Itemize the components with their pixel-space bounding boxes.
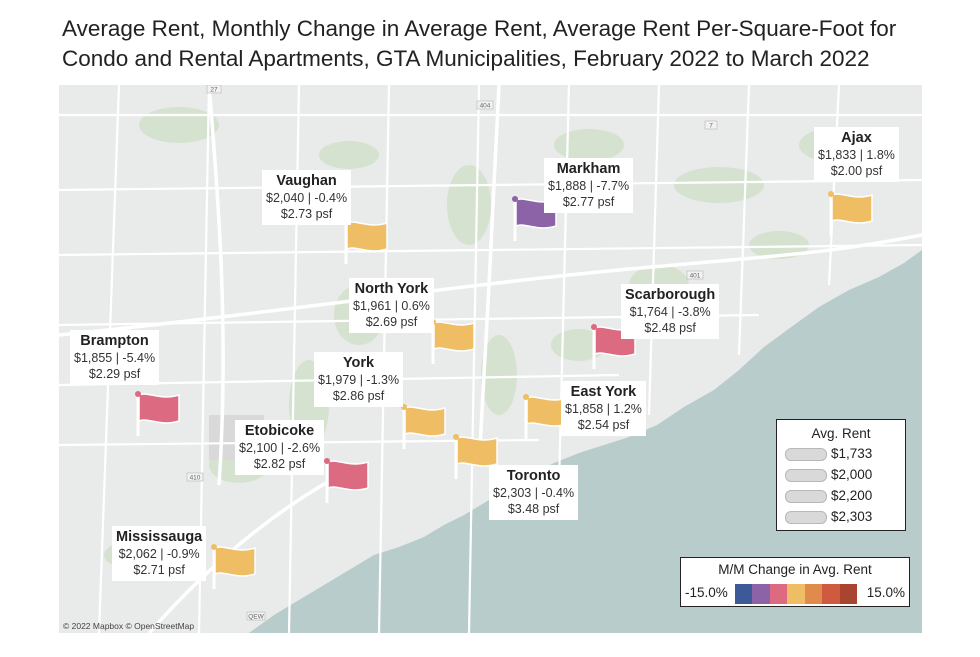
rent-and-change: $2,100 | -2.6% — [239, 441, 321, 455]
rent-and-change: $1,833 | 1.8% — [818, 148, 895, 162]
label-ajax: Ajax $1,833 | 1.8% $2.00 psf — [814, 127, 899, 182]
chart-title: Average Rent, Monthly Change in Average … — [62, 14, 942, 74]
color-ramp — [735, 584, 857, 604]
flag-shape — [138, 393, 180, 424]
ramp-swatch — [769, 584, 788, 604]
label-mississauga: Mississauga $2,062 | -0.9% $2.71 psf — [112, 526, 207, 581]
legend-rent-value: $1,733 — [831, 446, 873, 461]
shield-410: 410 — [190, 475, 201, 482]
rent-per-sqft: $2.73 psf — [280, 207, 333, 221]
rent-and-change: $1,979 | -1.3% — [318, 373, 400, 387]
rent-per-sqft: $2.48 psf — [644, 321, 696, 335]
size-swatch — [785, 510, 827, 524]
flag-mississauga[interactable] — [210, 543, 260, 593]
municipality-name: York — [342, 355, 375, 371]
flag-shape — [214, 546, 256, 577]
rent-and-change: $2,062 | -0.9% — [118, 547, 200, 561]
rent-per-sqft: $2.54 psf — [577, 418, 630, 432]
rent-per-sqft: $2.82 psf — [253, 457, 306, 471]
municipality-name: Brampton — [80, 333, 149, 349]
municipality-name: Toronto — [506, 468, 561, 484]
rent-per-sqft: $2.69 psf — [365, 315, 418, 329]
title-line-2: Condo and Rental Apartments, GTA Municip… — [62, 46, 870, 71]
title-line-1: Average Rent, Monthly Change in Average … — [62, 16, 897, 41]
size-swatch — [785, 489, 827, 503]
flag-ajax[interactable] — [827, 190, 877, 240]
municipality-name: Ajax — [841, 130, 872, 146]
label-vaughan: Vaughan $2,040 | -0.4% $2.73 psf — [262, 170, 352, 225]
rent-per-sqft: $2.00 psf — [830, 164, 883, 178]
ramp-swatch — [822, 584, 840, 604]
legend-rent-item: $2,200 — [785, 488, 872, 506]
lake-ontario — [249, 250, 922, 633]
flag-shape — [404, 406, 446, 437]
rent-per-sqft: $2.29 psf — [88, 367, 141, 381]
flag-shape — [433, 321, 475, 352]
map-attribution[interactable]: © 2022 Mapbox © OpenStreetMap — [63, 621, 195, 631]
label-north-york: North York $1,961 | 0.6% $2.69 psf — [349, 278, 434, 333]
shield-7: 7 — [709, 123, 713, 130]
rent-and-change: $1,764 | -3.8% — [629, 305, 711, 319]
legend-rent-item: $1,733 — [785, 446, 872, 464]
rent-and-change: $2,040 | -0.4% — [266, 191, 348, 205]
municipality-name: Mississauga — [116, 529, 203, 545]
municipality-name: Vaughan — [276, 173, 337, 189]
municipality-name: East York — [570, 384, 637, 400]
flag-shape — [346, 221, 388, 252]
size-swatch — [785, 447, 827, 461]
municipality-name: Scarborough — [625, 287, 716, 303]
road-shields: 27 404 7 401 410 QEW — [186, 85, 718, 621]
flag-shape — [831, 193, 873, 224]
rent-per-sqft: $2.77 psf — [562, 195, 615, 209]
shield-qew: QEW — [248, 614, 264, 621]
flag-toronto[interactable] — [452, 433, 502, 483]
municipality-name: North York — [354, 281, 429, 297]
rent-per-sqft: $2.71 psf — [133, 563, 185, 577]
map-canvas[interactable]: 27 404 7 401 410 QEW Vaughan $2,040 | -0… — [59, 85, 922, 633]
legend-rent-item: $2,000 — [785, 467, 872, 485]
legend-rent-value: $2,200 — [831, 488, 873, 503]
ramp-swatch — [752, 584, 770, 604]
rent-and-change: $1,855 | -5.4% — [74, 351, 156, 365]
label-york: York $1,979 | -1.3% $2.86 psf — [314, 352, 404, 407]
legend-rent-value: $2,303 — [831, 509, 873, 524]
rent-and-change: $2,303 | -0.4% — [493, 486, 575, 500]
label-toronto: Toronto $2,303 | -0.4% $3.48 psf — [489, 465, 579, 520]
ramp-swatch — [787, 584, 805, 604]
legend-mm-min: -15.0% — [685, 585, 728, 600]
flag-brampton[interactable] — [134, 390, 184, 440]
legend-mm-change: M/M Change in Avg. Rent -15.0% 15.0% — [680, 557, 910, 607]
rent-and-change: $1,858 | 1.2% — [565, 402, 642, 416]
flag-north-york[interactable] — [429, 318, 479, 368]
rent-and-change: $1,961 | 0.6% — [353, 299, 430, 313]
flag-vaughan[interactable] — [342, 218, 392, 268]
rent-and-change: $1,888 | -7.7% — [548, 179, 630, 193]
legend-avg-rent-title: Avg. Rent — [811, 426, 871, 441]
size-swatch — [785, 468, 827, 482]
rent-per-sqft: $3.48 psf — [507, 502, 560, 516]
legend-rent-item: $2,303 — [785, 509, 872, 527]
flag-shape — [327, 460, 369, 491]
legend-mm-max: 15.0% — [866, 585, 905, 600]
shield-404: 404 — [480, 103, 491, 110]
label-markham: Markham $1,888 | -7.7% $2.77 psf — [544, 158, 634, 213]
label-etobicoke: Etobicoke $2,100 | -2.6% $2.82 psf — [235, 420, 325, 475]
label-scarborough: Scarborough $1,764 | -3.8% $2.48 psf — [621, 284, 720, 339]
shield-27: 27 — [210, 87, 218, 94]
ramp-swatch — [839, 584, 857, 604]
ramp-swatch — [735, 584, 753, 604]
ramp-swatch — [804, 584, 823, 604]
municipality-name: Etobicoke — [244, 423, 315, 439]
legend-mm-title: M/M Change in Avg. Rent — [718, 562, 872, 577]
shield-401: 401 — [690, 273, 701, 280]
legend-avg-rent: Avg. Rent $1,733 $2,000 $2,200 $2,303 — [776, 419, 906, 531]
label-east-york: East York $1,858 | 1.2% $2.54 psf — [561, 381, 646, 436]
flag-etobicoke[interactable] — [323, 457, 373, 507]
rent-per-sqft: $2.86 psf — [332, 389, 385, 403]
legend-rent-value: $2,000 — [831, 467, 873, 482]
flag-shape — [456, 436, 498, 467]
label-brampton: Brampton $1,855 | -5.4% $2.29 psf — [70, 330, 160, 385]
municipality-name: Markham — [556, 161, 621, 177]
flag-york[interactable] — [400, 403, 450, 453]
